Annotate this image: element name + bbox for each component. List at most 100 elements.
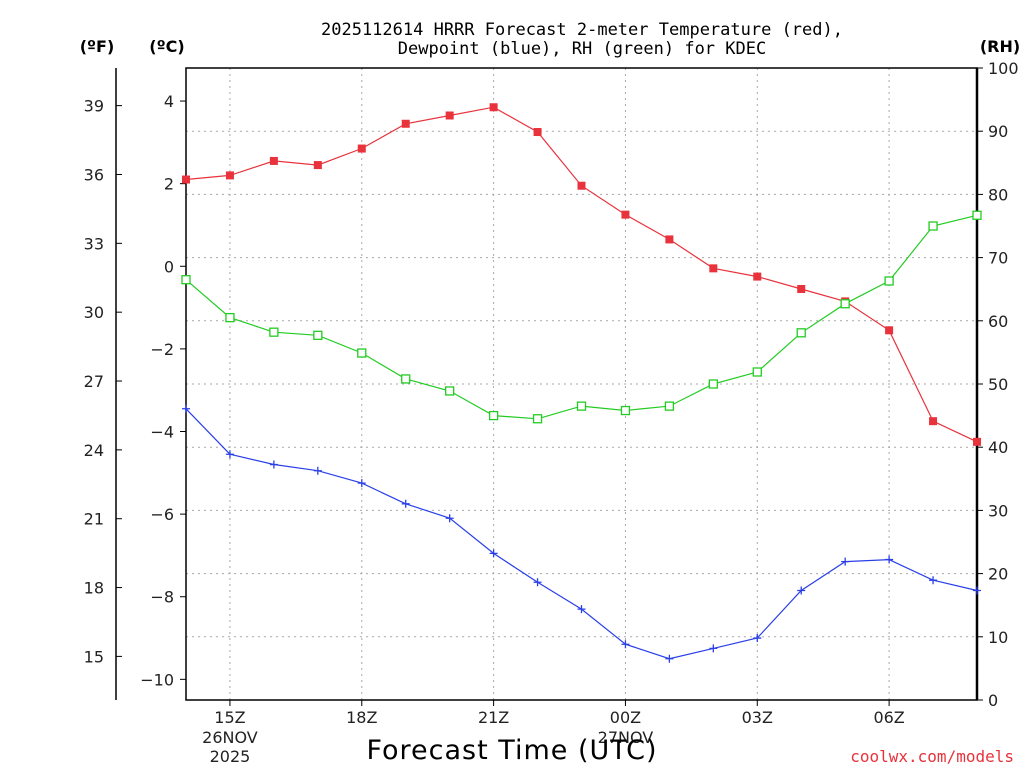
dewpoint-point bbox=[621, 640, 630, 649]
dewpoint-point bbox=[533, 578, 542, 587]
fahrenheit-tick-label: 15 bbox=[84, 647, 104, 666]
x-tick-label: 00Z bbox=[610, 708, 641, 727]
dewpoint-point bbox=[357, 479, 366, 488]
rh-point bbox=[664, 401, 675, 411]
fahrenheit-tick-label: 36 bbox=[84, 165, 104, 184]
temperature-point bbox=[489, 103, 498, 112]
rh-point bbox=[620, 405, 631, 416]
temperature-point bbox=[577, 181, 586, 190]
rh-point bbox=[225, 312, 235, 323]
rh-point bbox=[445, 386, 455, 396]
dewpoint-point bbox=[182, 404, 190, 413]
rh-tick-label: 10 bbox=[988, 628, 1008, 647]
rh-point bbox=[752, 367, 762, 377]
temperature-point bbox=[753, 272, 762, 281]
dewpoint-point bbox=[797, 586, 806, 595]
x-tick-label: 06Z bbox=[873, 708, 904, 727]
rh-tick-label: 90 bbox=[988, 122, 1008, 141]
fahrenheit-tick-label: 18 bbox=[84, 579, 104, 598]
rh-point bbox=[972, 210, 982, 220]
x-tick-date-label: 27NOV bbox=[598, 728, 654, 747]
rh-point bbox=[840, 299, 850, 309]
data-series bbox=[181, 103, 982, 663]
celsius-tick-label: −8 bbox=[150, 588, 174, 607]
x-tick-label: 18Z bbox=[346, 708, 377, 727]
dewpoint-point bbox=[753, 634, 762, 643]
temperature-line bbox=[185, 106, 978, 443]
fahrenheit-tick-label: 21 bbox=[84, 510, 104, 529]
dewpoint-line bbox=[185, 408, 978, 660]
rh-tick-label: 100 bbox=[988, 59, 1019, 78]
temperature-point bbox=[797, 284, 806, 293]
rh-tick-label: 60 bbox=[988, 312, 1008, 331]
rh-point bbox=[313, 330, 323, 340]
rh-axis-unit: (RH) bbox=[980, 37, 1020, 56]
tick-labels: 420−2−4−6−8−1039363330272421181510090807… bbox=[84, 59, 1019, 766]
rh-point bbox=[269, 327, 279, 337]
temperature-point bbox=[973, 437, 981, 446]
rh-tick-label: 20 bbox=[988, 565, 1008, 584]
fahrenheit-axis-unit: (ºF) bbox=[80, 37, 115, 56]
rh-point bbox=[488, 410, 499, 421]
temperature-point bbox=[885, 326, 894, 335]
fahrenheit-tick-label: 39 bbox=[84, 97, 104, 116]
rh-tick-label: 80 bbox=[988, 185, 1008, 204]
dewpoint-point bbox=[445, 514, 454, 523]
dewpoint-point bbox=[225, 450, 234, 459]
rh-point bbox=[796, 328, 806, 338]
celsius-tick-label: 0 bbox=[164, 257, 174, 276]
dewpoint-point bbox=[269, 460, 278, 469]
dewpoint-point bbox=[665, 654, 674, 663]
x-tick-label: 15Z bbox=[214, 708, 245, 727]
temperature-point bbox=[445, 111, 454, 120]
temperature-point bbox=[225, 171, 234, 180]
dewpoint-point bbox=[929, 576, 938, 585]
dewpoint-point bbox=[709, 644, 718, 653]
celsius-tick-label: 2 bbox=[164, 175, 174, 194]
fahrenheit-tick-label: 27 bbox=[84, 372, 104, 391]
series-dewpoint bbox=[182, 404, 981, 663]
rh-point bbox=[708, 379, 718, 389]
temperature-point bbox=[621, 210, 630, 219]
fahrenheit-tick-label: 33 bbox=[84, 234, 104, 253]
x-axis-title: Forecast Time (UTC) bbox=[366, 735, 657, 766]
source-credit: coolwx.com/models bbox=[850, 747, 1014, 766]
series-temperature bbox=[182, 103, 981, 446]
temperature-point bbox=[709, 264, 718, 273]
temperature-point bbox=[533, 128, 542, 137]
dewpoint-point bbox=[973, 586, 981, 595]
celsius-tick-label: 4 bbox=[164, 92, 174, 111]
rh-tick-label: 40 bbox=[988, 438, 1008, 457]
rh-line bbox=[185, 214, 978, 420]
series-rh bbox=[181, 210, 982, 424]
temperature-point bbox=[357, 144, 366, 153]
fahrenheit-tick-label: 30 bbox=[84, 303, 104, 322]
dewpoint-point bbox=[401, 499, 410, 508]
dewpoint-point bbox=[577, 605, 586, 614]
dewpoint-point bbox=[313, 466, 322, 475]
temperature-point bbox=[401, 119, 410, 128]
chart-title-line1: 2025112614 HRRR Forecast 2-meter Tempera… bbox=[321, 20, 843, 40]
temperature-point bbox=[929, 417, 938, 426]
rh-point bbox=[884, 276, 894, 286]
x-tick-label: 21Z bbox=[478, 708, 509, 727]
fahrenheit-tick-label: 24 bbox=[84, 441, 104, 460]
celsius-axis-unit: (ºC) bbox=[149, 37, 184, 56]
temperature-point bbox=[269, 156, 278, 165]
dewpoint-point bbox=[489, 549, 498, 558]
rh-point bbox=[401, 374, 411, 384]
axes bbox=[115, 67, 983, 706]
x-tick-year-label: 2025 bbox=[210, 747, 251, 766]
celsius-tick-label: −2 bbox=[150, 340, 174, 359]
celsius-tick-label: −6 bbox=[150, 505, 174, 524]
rh-tick-label: 50 bbox=[988, 375, 1008, 394]
rh-point bbox=[181, 275, 191, 285]
temperature-point bbox=[665, 235, 674, 244]
celsius-tick-label: −10 bbox=[140, 670, 174, 689]
x-tick-date-label: 26NOV bbox=[202, 728, 258, 747]
rh-point bbox=[576, 401, 587, 411]
temperature-point bbox=[182, 175, 190, 184]
rh-tick-label: 70 bbox=[988, 249, 1008, 268]
rh-tick-label: 30 bbox=[988, 501, 1008, 520]
